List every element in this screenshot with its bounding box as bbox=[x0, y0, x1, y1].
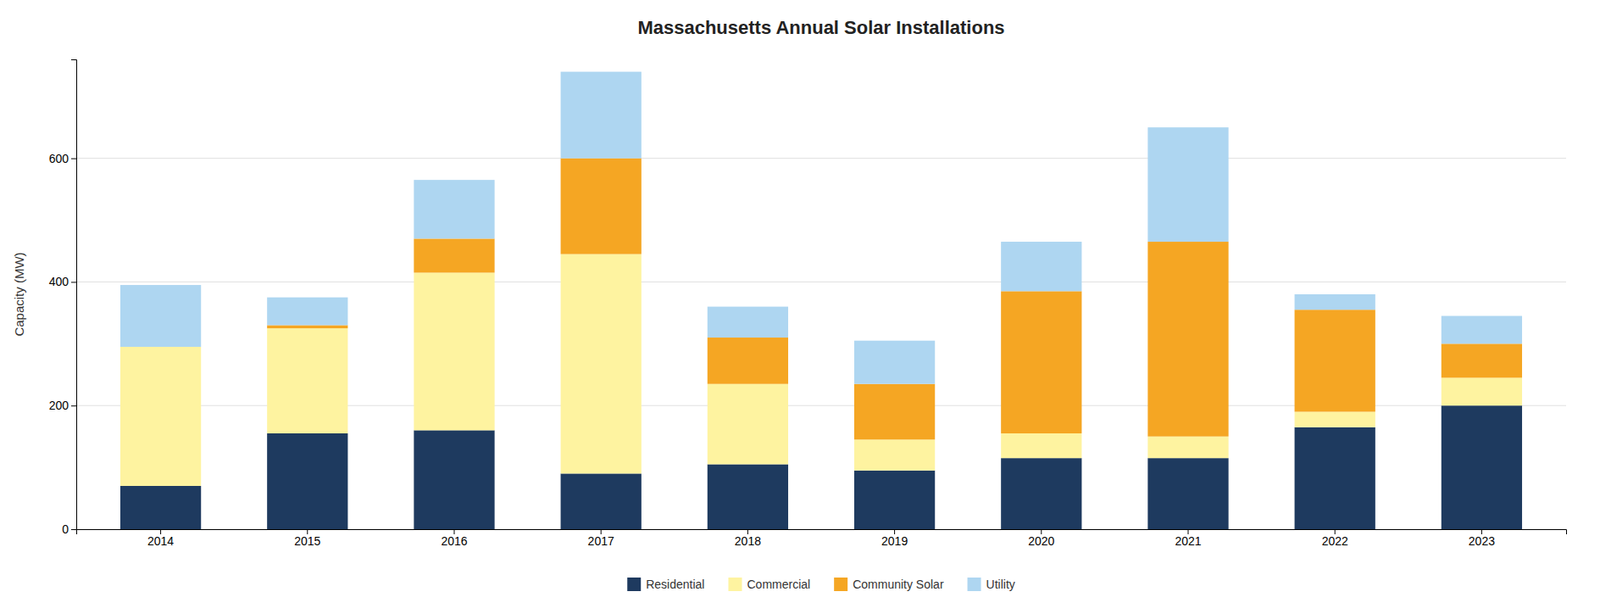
legend-swatch bbox=[727, 577, 742, 591]
bar-segment bbox=[1294, 427, 1376, 529]
tick-mark bbox=[71, 281, 77, 283]
tick: 2017 bbox=[588, 528, 615, 548]
bar-segment bbox=[1000, 241, 1082, 291]
tick-label: 2022 bbox=[1322, 533, 1349, 548]
legend-item: Residential bbox=[627, 577, 705, 591]
tick: 400 bbox=[49, 274, 77, 289]
legend-swatch bbox=[833, 577, 848, 591]
tick: 600 bbox=[49, 151, 77, 166]
legend-item: Community Solar bbox=[833, 577, 945, 591]
plot: 2014 2015 2016 2017 2018 2019 2020 2021 2022 2023… bbox=[49, 60, 1567, 548]
y-axis: 0 200 400 600 bbox=[49, 60, 78, 536]
grid-line bbox=[76, 281, 1567, 283]
tick-label: 2023 bbox=[1468, 533, 1495, 548]
tick-label: 0 bbox=[61, 522, 69, 536]
tick: 2015 bbox=[294, 528, 321, 548]
title: Massachusetts Annual Solar Installations bbox=[637, 16, 1005, 39]
bar-segment bbox=[1441, 405, 1523, 529]
bar-segment bbox=[413, 238, 495, 273]
bar-segment bbox=[1294, 411, 1376, 428]
legend-swatch bbox=[967, 577, 982, 591]
tick-mark bbox=[71, 158, 77, 160]
tick-label: 2015 bbox=[294, 533, 321, 548]
tick: 2021 bbox=[1174, 528, 1201, 548]
tick-label: 2019 bbox=[881, 533, 908, 548]
bar-segment bbox=[1441, 316, 1523, 345]
legend-label: Commercial bbox=[746, 577, 811, 591]
tick-label: 2018 bbox=[734, 533, 762, 548]
bar-segment bbox=[854, 340, 935, 384]
tick-label: 600 bbox=[49, 151, 70, 166]
bar-segment bbox=[266, 297, 348, 326]
legend-swatch bbox=[627, 577, 641, 591]
bar-segment bbox=[1000, 433, 1082, 458]
axis-line bbox=[71, 60, 78, 530]
tick: 0 bbox=[61, 522, 77, 536]
tick-mark bbox=[71, 528, 77, 530]
bar-segment bbox=[266, 433, 348, 529]
legend-item: Utility bbox=[967, 577, 1016, 591]
grid bbox=[76, 158, 1567, 529]
bar-segment bbox=[1147, 457, 1228, 529]
legend: Residential Commercial Community Solar Util… bbox=[627, 577, 1016, 591]
tick: 200 bbox=[49, 398, 77, 412]
x-axis: 2014 2015 2016 2017 2018 2019 2020 2021 2022 2023 bbox=[77, 528, 1567, 548]
legend-label: Residential bbox=[645, 577, 705, 591]
tick-label: 2014 bbox=[147, 533, 174, 548]
grid-line bbox=[76, 157, 1567, 159]
bar-segment bbox=[120, 284, 201, 347]
bar-segment bbox=[413, 429, 495, 529]
tick-label: 200 bbox=[49, 398, 70, 412]
bar-segment bbox=[120, 485, 201, 529]
tick: 2014 bbox=[147, 528, 174, 548]
tick: 2016 bbox=[440, 528, 467, 548]
bar-segment bbox=[413, 179, 495, 239]
bar-segment bbox=[707, 306, 789, 338]
bar-segment bbox=[854, 383, 935, 440]
tick-label: 2017 bbox=[588, 533, 615, 548]
bar-segment bbox=[1000, 290, 1082, 434]
bar-segment bbox=[266, 324, 348, 328]
tick-label: 2016 bbox=[440, 533, 467, 548]
tick-label: 2020 bbox=[1027, 533, 1055, 548]
series bbox=[120, 72, 1523, 384]
bar-segment bbox=[1000, 457, 1082, 529]
bar-segment bbox=[854, 438, 935, 470]
axis-title: Capacity (MW) bbox=[11, 251, 27, 336]
bar-segment bbox=[120, 346, 201, 486]
bar-segment bbox=[707, 463, 789, 529]
tick: 2023 bbox=[1468, 528, 1495, 548]
tick-label: 2021 bbox=[1174, 533, 1201, 548]
bar-segment bbox=[854, 470, 935, 529]
legend-item: Commercial bbox=[727, 577, 811, 591]
bar-segment bbox=[1294, 309, 1376, 412]
series bbox=[266, 158, 1523, 440]
bar-segment bbox=[1147, 436, 1228, 459]
bar-segment bbox=[561, 254, 642, 474]
bar-segment bbox=[561, 158, 642, 255]
bar-segment bbox=[266, 327, 348, 434]
bar-segment bbox=[561, 72, 642, 159]
bar-segment bbox=[1147, 127, 1228, 242]
legend-label: Community Solar bbox=[852, 577, 945, 591]
tick-mark bbox=[71, 405, 77, 406]
tick: 2019 bbox=[881, 528, 908, 548]
bar-segment bbox=[561, 472, 642, 529]
series bbox=[120, 254, 1523, 486]
bar-segment bbox=[707, 337, 789, 384]
bar-segment bbox=[707, 383, 789, 465]
tick: 2020 bbox=[1027, 528, 1055, 548]
bar-segment bbox=[1294, 294, 1376, 310]
bar-segment bbox=[1441, 377, 1523, 406]
bars bbox=[120, 72, 1523, 529]
legend-label: Utility bbox=[986, 577, 1016, 591]
bar-segment bbox=[1147, 241, 1228, 437]
bar-segment bbox=[413, 272, 495, 430]
tick-label: 400 bbox=[49, 274, 70, 289]
tick: 2022 bbox=[1322, 528, 1349, 548]
bar-segment bbox=[1441, 343, 1523, 378]
chart: 2014 2015 2016 2017 2018 2019 2020 2021 2022 2023… bbox=[0, 0, 1600, 614]
tick: 2018 bbox=[734, 528, 762, 548]
